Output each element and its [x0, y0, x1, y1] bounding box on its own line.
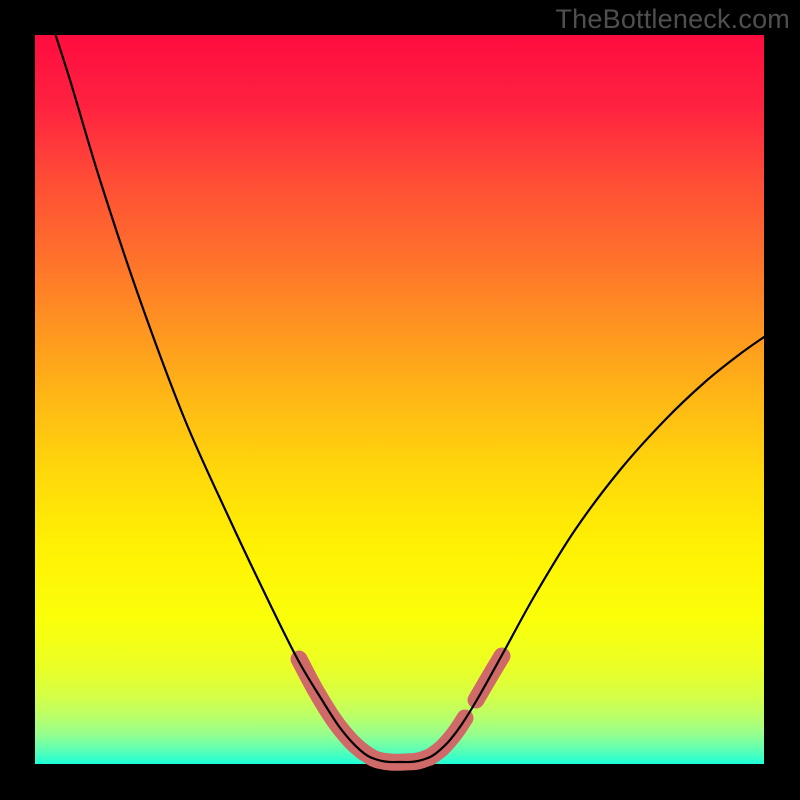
chart-canvas: TheBottleneck.com — [0, 0, 800, 800]
watermark-text: TheBottleneck.com — [555, 4, 790, 35]
chart-svg — [0, 0, 800, 800]
plot-background — [35, 35, 764, 764]
